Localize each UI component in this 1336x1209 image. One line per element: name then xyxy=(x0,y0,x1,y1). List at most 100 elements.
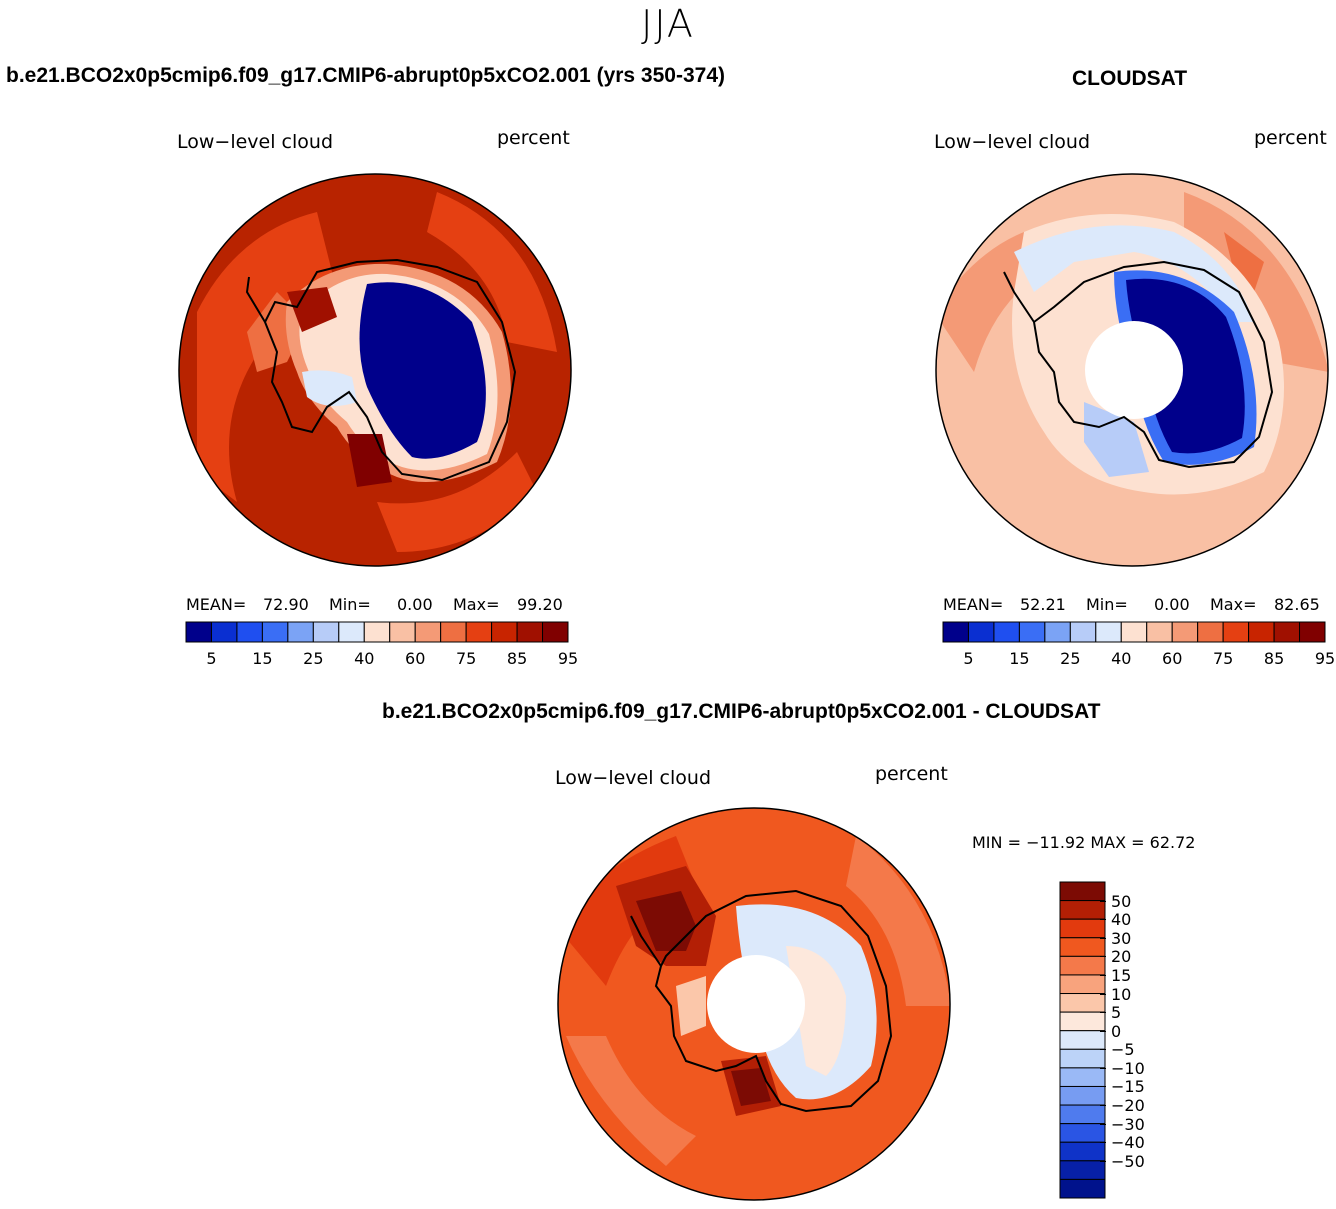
diff-colorbar-tick-label: −5 xyxy=(1111,1040,1135,1060)
diff-colorbar-swatch xyxy=(1059,1067,1106,1087)
obs-colorbar xyxy=(942,621,1326,643)
model-variable-label: Low−level cloud xyxy=(177,131,334,153)
cb2-swatch xyxy=(1273,621,1301,643)
diff-colorbar-tick-mark xyxy=(1100,937,1106,939)
diff-colorbar-tick-mark xyxy=(1100,974,1106,976)
diff-map-border xyxy=(557,807,951,1201)
diff-colorbar-swatch xyxy=(1059,974,1106,995)
diff-colorbar-tick-label: −30 xyxy=(1111,1114,1145,1134)
diff-colorbar-tick-mark xyxy=(1100,993,1106,995)
diff-colorbar-swatch xyxy=(1059,1048,1106,1069)
cb2-swatch xyxy=(1197,621,1224,643)
diff-colorbar-tick-mark xyxy=(1100,1123,1106,1125)
obs-map-ocean-max-patch xyxy=(1224,232,1264,292)
diff-colorbar-tick-label: 30 xyxy=(1111,928,1132,948)
obs-colorbar-tick-label: 85 xyxy=(1263,649,1285,668)
model-colorbar-tick-label: 25 xyxy=(303,649,324,668)
cb1-swatch xyxy=(261,621,289,643)
model-map-plateau-minimum xyxy=(359,282,486,459)
cb1-swatch xyxy=(440,621,467,643)
diff-colorbar-tick-label: 0 xyxy=(1111,1021,1122,1041)
diff-colorbar-tick-label: −50 xyxy=(1111,1151,1145,1171)
diff-colorbar-swatch xyxy=(1059,1141,1106,1162)
cb2-swatch xyxy=(1120,621,1148,643)
obs-map-ross-low xyxy=(1084,402,1149,477)
cb1-swatch xyxy=(312,621,340,643)
cb2-swatch xyxy=(1146,621,1173,643)
diff-map-ross-ice-shelf-small xyxy=(676,976,706,1036)
model-map xyxy=(178,173,572,567)
model-min-value: 0.00 xyxy=(397,595,433,614)
diff-colorbar-tick-label: −20 xyxy=(1111,1096,1145,1116)
diff-colorbar-tick-mark xyxy=(1100,900,1106,902)
obs-min-label: Min= xyxy=(1086,595,1128,614)
model-map-border xyxy=(178,173,572,567)
diff-colorbar-swatch xyxy=(1059,900,1106,920)
model-map-lower-cloud-band-south xyxy=(377,452,537,552)
model-map-lower-cloud-band xyxy=(197,212,337,502)
cb1-swatch xyxy=(389,621,416,643)
diff-map-polar-gap xyxy=(707,955,805,1053)
obs-colorbar-tick-label: 60 xyxy=(1162,649,1183,668)
diff-colorbar-tick-label: −10 xyxy=(1111,1058,1145,1078)
cb2-swatch xyxy=(1018,621,1046,643)
diff-colorbar-tick-mark xyxy=(1100,1012,1106,1014)
diff-colorbar-swatch xyxy=(1059,937,1106,957)
model-map-weddell-maximum xyxy=(287,287,337,332)
obs-max-label: Max= xyxy=(1210,595,1257,614)
model-max-label: Max= xyxy=(453,595,500,614)
diff-colorbar-tick-label: −15 xyxy=(1111,1077,1145,1097)
model-colorbar-tick-label: 60 xyxy=(405,649,426,668)
diff-colorbar-tick-label: 5 xyxy=(1111,1003,1122,1023)
diff-colorbar xyxy=(1059,881,1106,1199)
diff-colorbar-swatch xyxy=(1059,1160,1106,1180)
obs-colorbar-tick-label: 75 xyxy=(1212,649,1234,668)
obs-colorbar-tick-label: 95 xyxy=(1314,649,1336,668)
obs-colorbar-tick-label: 5 xyxy=(963,649,974,668)
diff-colorbar-tick-label: 50 xyxy=(1111,891,1132,911)
model-map-lower-cloud-band-east xyxy=(427,192,557,352)
model-colorbar xyxy=(185,621,569,643)
model-colorbar-tick-label: 5 xyxy=(206,649,217,668)
diff-map-plateau-neutral xyxy=(786,946,846,1076)
cb1-swatch xyxy=(287,621,314,643)
diff-panel-title: b.e21.BCO2x0p5cmip6.f09_g17.CMIP6-abrupt… xyxy=(382,700,1101,723)
cb2-swatch xyxy=(1069,621,1097,643)
model-max-value: 99.20 xyxy=(517,595,563,614)
diff-map-ross-max xyxy=(731,1068,771,1106)
diff-colorbar-swatch xyxy=(1059,993,1106,1013)
diff-colorbar-tick-mark xyxy=(1100,956,1106,958)
obs-panel-title: CLOUDSAT xyxy=(1072,67,1188,90)
diff-minmax-text: MIN = −11.92 MAX = 62.72 xyxy=(972,833,1196,852)
cb1-swatch xyxy=(236,621,263,643)
diff-map-weddell-max xyxy=(636,891,696,951)
obs-map-border xyxy=(935,173,1329,567)
model-mean-label: MEAN= xyxy=(186,595,247,614)
model-map-peninsula-coast xyxy=(245,276,266,323)
diff-map xyxy=(557,807,951,1201)
diff-colorbar-tick-mark xyxy=(1100,1160,1106,1162)
obs-colorbar-tick-label: 25 xyxy=(1060,649,1081,668)
diff-colorbar-swatch xyxy=(1059,881,1106,902)
diff-colorbar-tick-mark xyxy=(1100,1067,1106,1069)
obs-min-value: 0.00 xyxy=(1154,595,1190,614)
diff-colorbar-tick-label: 20 xyxy=(1111,947,1132,967)
cb2-swatch xyxy=(1299,621,1326,643)
model-colorbar-tick-label: 85 xyxy=(506,649,528,668)
diff-colorbar-tick-mark xyxy=(1100,1105,1106,1107)
cb1-swatch xyxy=(516,621,544,643)
diff-map-southwest-positive xyxy=(566,1036,696,1166)
obs-map-low-cloud-coast xyxy=(1014,225,1254,322)
model-mean-value: 72.90 xyxy=(263,595,309,614)
diff-map-peninsula-coast xyxy=(630,915,662,967)
model-panel-title: b.e21.BCO2x0p5cmip6.f09_g17.CMIP6-abrupt… xyxy=(6,64,725,87)
diff-colorbar-swatch xyxy=(1059,1011,1106,1032)
obs-mean-value: 52.21 xyxy=(1020,595,1066,614)
obs-map xyxy=(935,173,1329,567)
model-map-coastline xyxy=(263,258,517,482)
cb1-swatch xyxy=(465,621,493,643)
obs-map-coastline xyxy=(1032,260,1274,469)
cb1-swatch xyxy=(491,621,518,643)
cb2-swatch xyxy=(1222,621,1250,643)
cb1-swatch xyxy=(414,621,442,643)
